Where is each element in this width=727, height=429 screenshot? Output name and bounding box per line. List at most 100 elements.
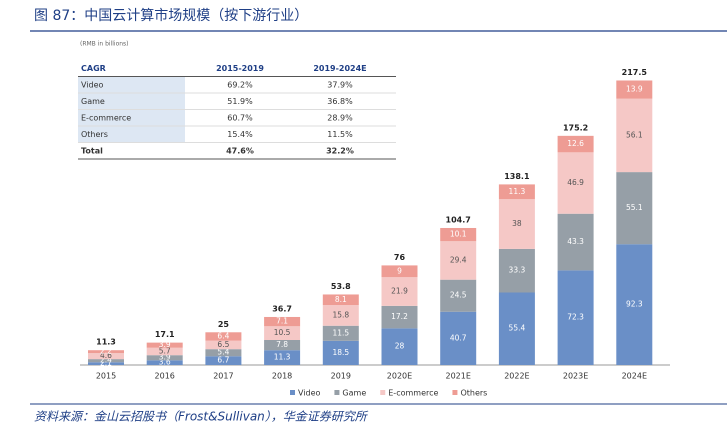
table-cell: 51.9% <box>227 97 253 106</box>
total-label: 25 <box>218 320 230 329</box>
segment-label: 2.4 <box>100 356 112 365</box>
bar-segment <box>440 311 477 365</box>
segment-label: 3.9 <box>159 353 171 362</box>
bar-segment <box>616 172 653 245</box>
x-tick-label: 2016 <box>155 372 175 381</box>
table-cell: 28.9% <box>327 113 353 122</box>
segment-label: 2.1 <box>100 359 112 368</box>
table-cell: Others <box>81 130 108 139</box>
bar-segment <box>616 98 653 173</box>
table-cell: E-commerce <box>81 113 131 122</box>
total-label: 175.2 <box>563 123 588 132</box>
bar-segment <box>146 342 183 348</box>
x-tick-label: 2017 <box>213 372 233 381</box>
bar-segment <box>557 135 594 153</box>
chart-title: 图 87：中国云计算市场规模（按下游行业） <box>34 7 308 24</box>
bar-segment <box>498 292 535 365</box>
bar-segment <box>88 353 124 360</box>
bar-segment <box>498 248 535 293</box>
x-tick-label: 2023E <box>563 372 588 381</box>
bar-segment <box>440 241 477 280</box>
table-cell: 69.2% <box>227 80 253 89</box>
segment-label: 6.5 <box>217 340 229 349</box>
x-tick-label: 2022E <box>504 372 529 381</box>
bar-segment <box>264 340 301 351</box>
x-tick-label: 2024E <box>622 372 647 381</box>
bar-segment <box>322 294 359 306</box>
legend-label: Video <box>298 389 321 398</box>
x-tick-label: 2019 <box>331 372 351 381</box>
x-tick-label: 2018 <box>272 372 292 381</box>
bar-segment <box>205 356 242 365</box>
bar-segment <box>264 316 301 327</box>
bar-segment <box>322 340 359 365</box>
segment-label: 13.9 <box>626 85 643 94</box>
segment-label: 11.5 <box>332 328 349 337</box>
segment-label: 29.4 <box>450 255 467 264</box>
table-cell: 36.8% <box>327 97 353 106</box>
segment-label: 38 <box>512 219 522 228</box>
legend-label: Others <box>460 389 487 398</box>
segment-label: 9 <box>397 266 402 275</box>
bar-segment <box>381 265 418 278</box>
segment-label: 15.8 <box>332 310 349 319</box>
table-cell: Video <box>81 80 104 89</box>
segment-label: 12.6 <box>567 139 584 148</box>
table-cell: 11.5% <box>327 130 353 139</box>
bar-segment <box>264 350 301 365</box>
segment-label: 5.4 <box>217 348 229 357</box>
segment-label: 7.8 <box>276 340 288 349</box>
legend-label: Game <box>342 389 366 398</box>
segment-label: 56.1 <box>626 130 643 139</box>
segment-label: 11.3 <box>509 187 526 196</box>
total-label: 138.1 <box>504 172 530 181</box>
segment-label: 11.3 <box>274 353 291 362</box>
legend-swatch <box>290 390 295 395</box>
bar-segment <box>616 80 653 99</box>
table-cell: Total <box>81 146 103 155</box>
bar-segment <box>440 279 477 312</box>
bar-segment <box>205 340 242 350</box>
segment-label: 2.2 <box>100 347 112 356</box>
total-label: 53.8 <box>331 282 351 291</box>
bar-segment <box>205 349 242 357</box>
table-cell: Game <box>81 97 105 106</box>
segment-label: 5.7 <box>159 346 171 355</box>
total-label: 17.1 <box>155 330 175 339</box>
bar-segment <box>498 184 535 200</box>
segment-label: 92.3 <box>626 300 643 309</box>
total-label: 36.7 <box>272 304 292 313</box>
table-cell: 15.4% <box>227 130 253 139</box>
segment-label: 18.5 <box>332 348 349 357</box>
bar-segment <box>205 332 242 341</box>
segment-label: 40.7 <box>450 333 467 342</box>
legend-swatch <box>380 390 386 395</box>
x-tick-label: 2015 <box>96 372 116 381</box>
segment-label: 8.1 <box>335 295 347 304</box>
segment-label: 46.9 <box>567 178 584 187</box>
segment-label: 3.6 <box>159 358 171 367</box>
bar-segment <box>264 326 301 341</box>
segment-label: 4.6 <box>100 351 112 360</box>
segment-label: 33.3 <box>509 266 526 275</box>
bar-segment <box>381 328 418 365</box>
unit-note: (RMB in billions) <box>80 41 129 48</box>
bar-segment <box>616 244 653 365</box>
x-tick-label: 2021E <box>445 372 470 381</box>
bar-segment <box>322 325 359 341</box>
bar-segment <box>146 347 183 356</box>
segment-label: 3.9 <box>159 340 171 349</box>
table-cell-bg <box>78 143 185 159</box>
segment-label: 43.3 <box>567 237 584 246</box>
segment-label: 24.5 <box>450 291 467 300</box>
bar-segment <box>557 152 594 214</box>
total-label: 217.5 <box>622 68 648 77</box>
bar-segment <box>88 350 124 354</box>
segment-label: 10.5 <box>274 328 291 337</box>
x-tick-label: 2020E <box>387 372 412 381</box>
bar-segment <box>88 362 124 365</box>
segment-label: 17.2 <box>391 312 408 321</box>
segment-label: 10.1 <box>450 230 467 239</box>
table-cell: 47.6% <box>226 146 254 155</box>
